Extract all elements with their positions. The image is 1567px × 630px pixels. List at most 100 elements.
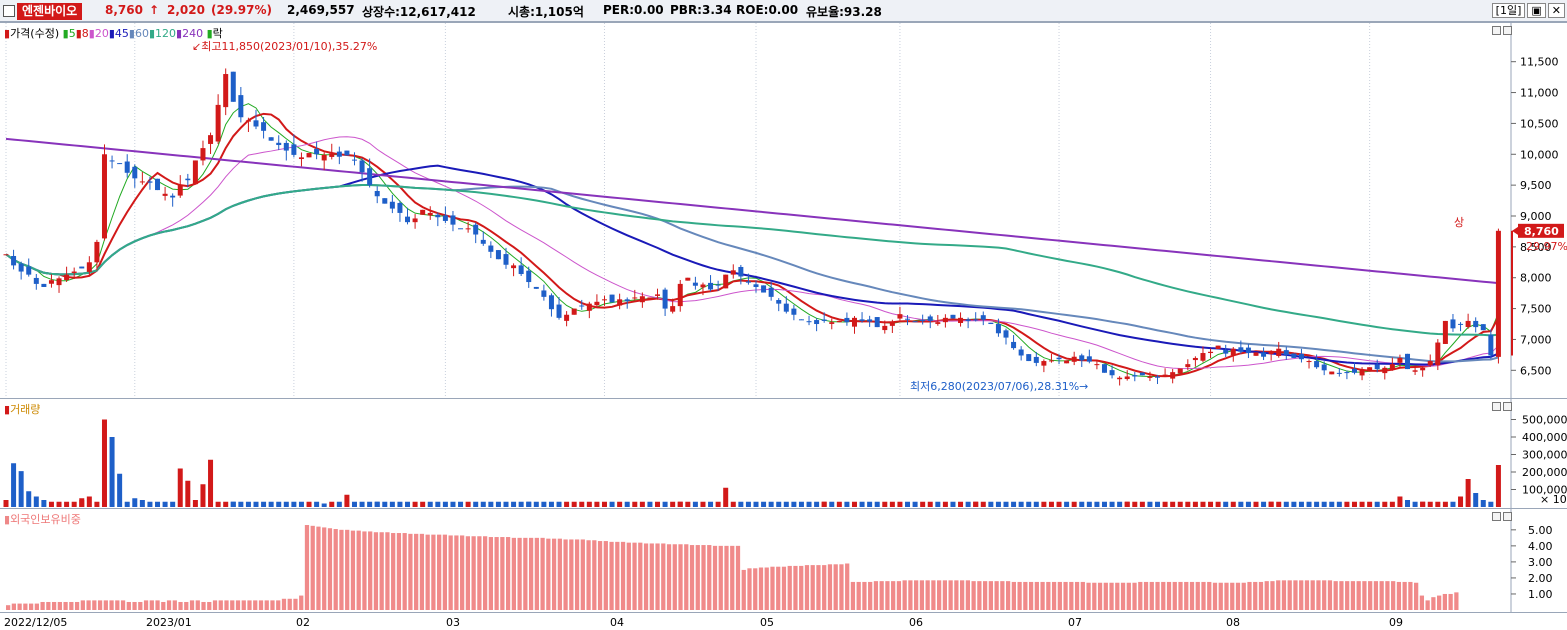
ma-legend-swatch-icon: ▮ bbox=[75, 27, 82, 40]
volume-bar bbox=[1101, 501, 1107, 507]
price-chart[interactable]: 11,500 11,000 10,500 10,000 9,500 9,000 8,500 8… bbox=[0, 23, 1567, 399]
foreign-ratio-bar bbox=[1247, 581, 1252, 610]
candle-body bbox=[1344, 372, 1350, 374]
candle-body bbox=[1412, 370, 1418, 372]
candle-body bbox=[1208, 351, 1214, 354]
foreign-ratio-bar bbox=[189, 600, 195, 610]
y-tick-label: 2.00 bbox=[1528, 572, 1553, 585]
foreign-ratio-bar bbox=[1000, 581, 1005, 610]
candle-body bbox=[609, 294, 615, 303]
price-chart-panel[interactable]: 11,500 11,000 10,500 10,000 9,500 9,000 8,500 8… bbox=[0, 22, 1567, 399]
volume-chart[interactable]: 500,000 400,000 300,000 200,000 100,000× 10 bbox=[0, 399, 1567, 509]
foreign-ratio-bar bbox=[574, 539, 580, 610]
candle-body bbox=[291, 144, 297, 155]
select-checkbox[interactable] bbox=[3, 5, 15, 17]
y-tick-label: 4.00 bbox=[1528, 540, 1553, 553]
panel-close-icon[interactable] bbox=[1503, 512, 1512, 521]
volume-bar bbox=[208, 459, 214, 507]
restore-icon[interactable]: ▣ bbox=[1527, 3, 1546, 18]
volume-bar bbox=[700, 501, 706, 507]
volume-bar bbox=[882, 501, 888, 507]
legend-title: 가격(수정) bbox=[10, 27, 60, 40]
volume-bar bbox=[473, 501, 479, 507]
foreign-ratio-bar bbox=[620, 541, 626, 610]
panel-close-icon[interactable] bbox=[1503, 402, 1512, 411]
volume-bar bbox=[655, 501, 661, 507]
volume-bar bbox=[1397, 496, 1403, 507]
candle-body bbox=[298, 157, 304, 160]
candle-body bbox=[192, 160, 198, 185]
volume-bar bbox=[1064, 501, 1070, 507]
foreign-legend-title: 외국인보유비중 bbox=[10, 513, 81, 526]
foreign-ratio-bar bbox=[1350, 581, 1356, 610]
foreign-ratio-bar bbox=[977, 581, 982, 610]
foreign-ratio-bar bbox=[276, 600, 281, 610]
candle-body bbox=[859, 319, 865, 321]
volume-bar bbox=[1155, 501, 1161, 507]
date-axis[interactable]: 2022/12/05 2023/01 02 03 04 05 06 07 08 09 bbox=[0, 612, 1567, 630]
volume-bar bbox=[1185, 501, 1191, 507]
candle-body bbox=[935, 322, 941, 324]
volume-bar bbox=[101, 419, 107, 507]
candle-body bbox=[1147, 376, 1153, 378]
candle-body bbox=[321, 154, 327, 161]
foreign-ownership-panel[interactable]: 5.00 4.00 3.00 2.00 1.00 ▮외국인보유비중 bbox=[0, 508, 1567, 613]
foreign-ratio-bar bbox=[316, 526, 321, 610]
candle-body bbox=[973, 319, 979, 321]
volume-chart-panel[interactable]: 500,000 400,000 300,000 200,000 100,000 × 10 … bbox=[0, 398, 1567, 509]
volume-bar bbox=[1268, 501, 1274, 507]
volume-bar bbox=[518, 501, 524, 507]
foreign-ratio-bar bbox=[1046, 581, 1051, 610]
stock-name[interactable]: 엔젠바이오 bbox=[17, 3, 83, 20]
candle-body bbox=[200, 148, 206, 161]
candle-body bbox=[1268, 351, 1274, 354]
foreign-ratio-bar bbox=[1362, 581, 1367, 610]
candle-body bbox=[715, 284, 721, 286]
panel-restore-icon[interactable] bbox=[1492, 512, 1501, 521]
candle-body bbox=[776, 300, 782, 304]
candle-body bbox=[1261, 352, 1267, 357]
volume-bar bbox=[601, 501, 607, 507]
foreign-ratio-bar bbox=[195, 600, 200, 610]
candle-body bbox=[1071, 356, 1077, 362]
volume-bar bbox=[753, 501, 759, 507]
candle-body bbox=[351, 159, 357, 161]
candle-body bbox=[155, 178, 161, 191]
volume-bar bbox=[624, 501, 630, 507]
ma-45-line bbox=[5, 164, 1499, 366]
price-legend: ▮가격(수정) ▮5▮8▮20▮45▮60▮120▮240 ▮락 bbox=[4, 25, 223, 41]
candle-body bbox=[738, 266, 744, 277]
volume-bar bbox=[1026, 501, 1032, 507]
candle-body bbox=[495, 250, 501, 260]
legend-marker-icon: ▮ bbox=[4, 513, 11, 526]
candle-body bbox=[601, 299, 607, 301]
panel-restore-icon[interactable] bbox=[1492, 26, 1501, 35]
candle-body bbox=[511, 265, 517, 269]
ma-legend-label: 20 bbox=[94, 27, 109, 40]
volume-bar bbox=[132, 498, 138, 507]
close-icon[interactable]: ✕ bbox=[1547, 3, 1565, 18]
foreign-ratio-bar bbox=[1293, 580, 1298, 610]
foreign-ratio-bar bbox=[132, 601, 137, 610]
foreign-ratio-bar bbox=[80, 600, 85, 610]
candle-body bbox=[639, 296, 645, 303]
foreign-ratio-bar bbox=[350, 530, 356, 610]
foreign-ratio-bar bbox=[643, 543, 649, 610]
foreign-ratio-bar bbox=[11, 603, 16, 610]
period-button[interactable]: [1일] bbox=[1491, 3, 1526, 18]
volume-bar bbox=[64, 501, 70, 507]
candle-body bbox=[655, 294, 661, 296]
ma-legend-label: 5 bbox=[68, 27, 76, 40]
volume-bar bbox=[1109, 501, 1115, 507]
volume-bar bbox=[1048, 501, 1054, 507]
volume-bar bbox=[170, 501, 176, 507]
candle-body bbox=[571, 308, 577, 315]
foreign-ratio-bar bbox=[126, 601, 131, 610]
foreign-ratio-bar bbox=[758, 567, 764, 610]
volume-bar bbox=[71, 501, 77, 507]
volume-bar bbox=[86, 496, 92, 507]
volume-bar bbox=[238, 501, 244, 507]
foreign-ownership-chart[interactable]: 5.00 4.00 3.00 2.00 1.00 bbox=[0, 509, 1567, 613]
panel-close-icon[interactable] bbox=[1503, 26, 1512, 35]
panel-restore-icon[interactable] bbox=[1492, 402, 1501, 411]
